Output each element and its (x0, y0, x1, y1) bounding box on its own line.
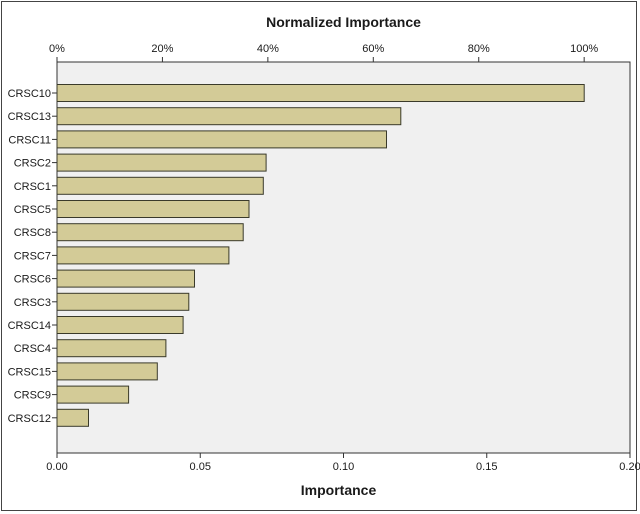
x-tick-label: 0.10 (333, 461, 354, 473)
bar-crsc9 (56, 385, 130, 404)
bar-crsc12 (56, 408, 89, 427)
bar-crsc10 (56, 84, 585, 102)
bars-group (56, 84, 585, 427)
category-label-crsc10: CRSC10 (8, 88, 51, 100)
top-axis: 0% 20% 40% 60% 80% 100% (49, 43, 598, 62)
bar-crsc7 (56, 246, 230, 265)
bar-crsc8 (56, 223, 244, 242)
top-tick-label: 40% (257, 43, 279, 55)
bar-crsc14 (56, 316, 184, 334)
category-label-crsc12: CRSC12 (8, 413, 51, 425)
x-axis-label: Importance (301, 482, 377, 498)
x-tick-label: 0.20 (619, 461, 640, 473)
category-label-crsc8: CRSC8 (14, 227, 51, 239)
bar-crsc4 (56, 339, 167, 358)
chart-title: Normalized Importance (266, 14, 421, 30)
x-tick-label: 0.00 (46, 461, 67, 473)
bar-crsc1 (56, 176, 264, 195)
top-tick-label: 100% (570, 43, 598, 55)
x-tick-label: 0.05 (190, 461, 211, 473)
top-tick-label: 0% (49, 43, 65, 55)
bar-crsc11 (56, 130, 387, 149)
bar-crsc3 (56, 292, 190, 311)
category-label-crsc11: CRSC11 (8, 134, 51, 146)
category-label-crsc1: CRSC1 (14, 181, 51, 193)
category-label-crsc9: CRSC9 (14, 390, 51, 402)
bar-crsc5 (56, 200, 250, 218)
category-label-crsc15: CRSC15 (8, 366, 51, 378)
bottom-axis: 0.00 0.05 0.10 0.15 0.20 (46, 453, 640, 473)
bar-crsc13 (56, 107, 402, 126)
bar-crsc6 (56, 269, 195, 288)
category-label-crsc13: CRSC13 (8, 111, 51, 123)
top-tick-label: 80% (468, 43, 490, 55)
top-tick-label: 60% (362, 43, 384, 55)
category-label-crsc7: CRSC7 (14, 250, 51, 262)
category-label-crsc14: CRSC14 (8, 320, 51, 332)
x-tick-label: 0.15 (476, 461, 497, 473)
category-label-crsc3: CRSC3 (14, 297, 51, 309)
category-label-crsc2: CRSC2 (14, 158, 51, 170)
bar-crsc2 (56, 153, 267, 172)
category-label-crsc6: CRSC6 (14, 274, 51, 286)
category-label-crsc5: CRSC5 (14, 204, 51, 216)
bar-crsc15 (56, 362, 158, 381)
top-tick-label: 20% (151, 43, 173, 55)
category-label-crsc4: CRSC4 (14, 343, 51, 355)
category-labels: CRSC10 CRSC13 CRSC11 CRSC2 CRSC1 CRSC5 CRSC8 CR… (8, 88, 57, 425)
